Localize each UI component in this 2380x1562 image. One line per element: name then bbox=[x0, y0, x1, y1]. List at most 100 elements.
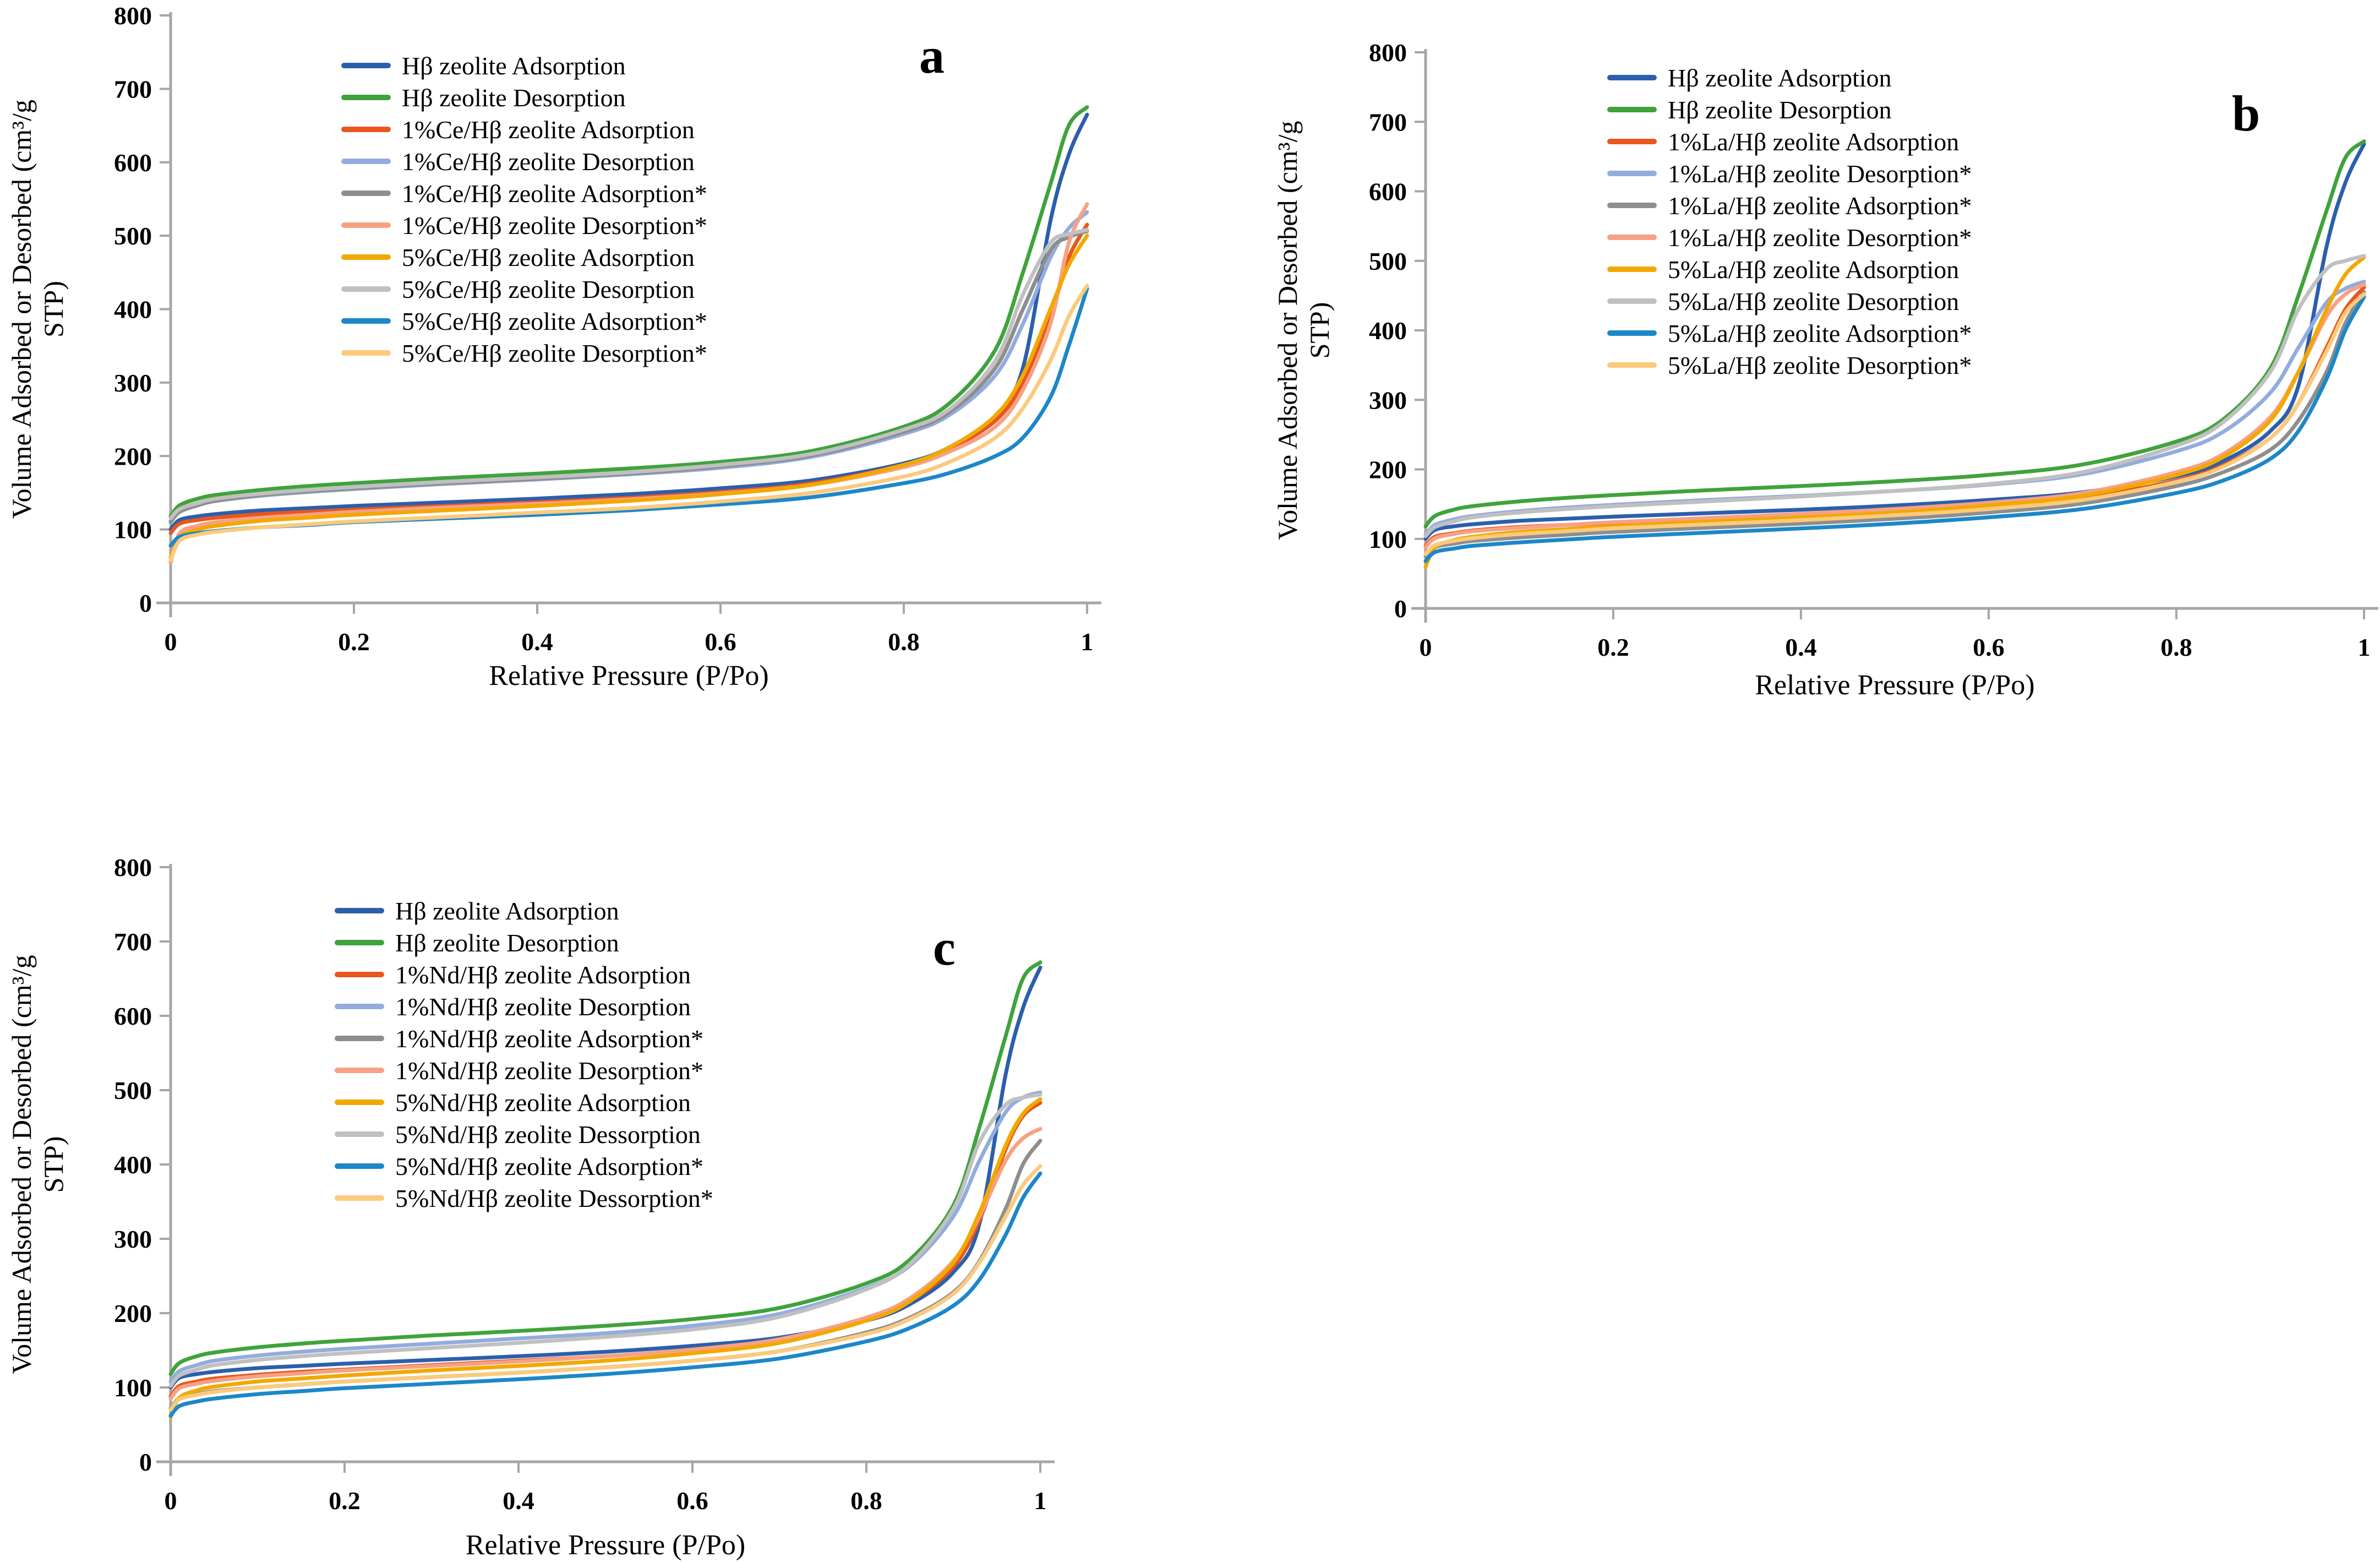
legend-item: 5%Ce/Hβ zeolite Adsorption bbox=[341, 241, 707, 273]
legend-swatch bbox=[341, 286, 391, 292]
legend-label: 1%La/Hβ zeolite Desorption* bbox=[1668, 159, 1972, 188]
y-tick-label: 100 bbox=[114, 1374, 152, 1402]
x-tick-label: 0.6 bbox=[676, 1487, 708, 1515]
legend-item: 1%Nd/Hβ zeolite Adsorption* bbox=[335, 1022, 713, 1054]
x-tick-label: 0.2 bbox=[329, 1487, 361, 1515]
plot-canvas-b: 0 100 200 300 400 500 600 700 800 0 0.2 0.4 0.6 0.8 1 bbox=[1369, 39, 2378, 661]
legend-item: 5%Nd/Hβ zeolite Adsorption bbox=[335, 1086, 713, 1118]
legend-item: Hβ zeolite Adsorption bbox=[1607, 62, 1972, 94]
legend-label: 5%La/Hβ zeolite Desorption* bbox=[1668, 351, 1972, 379]
legend-swatch bbox=[341, 95, 391, 100]
legend-label: Hβ zeolite Adsorption bbox=[395, 896, 619, 925]
legend-item: 1%Nd/Hβ zeolite Adsorption bbox=[335, 959, 713, 990]
legend-label: 5%La/Hβ zeolite Desorption bbox=[1668, 287, 1959, 315]
legend-item: 5%Nd/Hβ zeolite Dessorption bbox=[335, 1118, 713, 1150]
legend-label: 5%La/Hβ zeolite Adsorption* bbox=[1668, 319, 1972, 347]
legend-swatch bbox=[1607, 203, 1657, 208]
legend-label: 1%Nd/Hβ zeolite Desorption bbox=[395, 992, 691, 1021]
legend-item: Hβ zeolite Desorption bbox=[335, 927, 713, 959]
y-tick-label: 600 bbox=[1369, 178, 1407, 206]
y-tick-label: 400 bbox=[114, 1151, 152, 1179]
legend-item: 5%La/Hβ zeolite Desorption bbox=[1607, 285, 1972, 317]
legend-label: 1%La/Hβ zeolite Desorption* bbox=[1668, 223, 1972, 252]
y-axis-title-line1: Volume Adsorbed or Desorbed (cm³/g bbox=[6, 955, 37, 1374]
x-tick-label: 0.2 bbox=[338, 628, 370, 656]
legend-c: Hβ zeolite Adsorption Hβ zeolite Desorpti… bbox=[335, 895, 713, 1214]
x-tick-label: 0 bbox=[1420, 633, 1432, 661]
x-tick-label: 0.8 bbox=[888, 628, 920, 656]
panel-c: 0 100 200 300 400 500 600 700 800 0 0.2 0.4 0.6 0.8 1 … bbox=[0, 851, 1167, 1562]
legend-swatch bbox=[335, 908, 384, 913]
series-line bbox=[168, 105, 1089, 519]
y-tick-label: 700 bbox=[114, 928, 152, 956]
y-axis-title-line2: STP) bbox=[38, 1136, 69, 1193]
legend-label: Hβ zeolite Adsorption bbox=[402, 51, 626, 80]
y-tick-label: 100 bbox=[114, 516, 152, 544]
legend-label: 1%Ce/Hβ zeolite Adsorption* bbox=[402, 179, 707, 208]
legend-item: 1%Ce/Hβ zeolite Desorption* bbox=[341, 209, 707, 241]
legend-label: Hβ zeolite Desorption bbox=[402, 83, 626, 112]
legend-label: 1%Ce/Hβ zeolite Desorption bbox=[402, 147, 695, 176]
panel-label-b: b bbox=[2232, 85, 2261, 141]
legend-swatch bbox=[335, 1100, 384, 1105]
x-tick-label: 1 bbox=[1034, 1487, 1047, 1515]
legend-swatch bbox=[1607, 362, 1657, 368]
legend-item: 1%Ce/Hβ zeolite Desorption bbox=[341, 145, 707, 177]
legend-item: 5%La/Hβ zeolite Adsorption* bbox=[1607, 317, 1972, 349]
x-axis-title-b: Relative Pressure (P/Po) bbox=[1755, 670, 2035, 701]
x-tick-label: 0.4 bbox=[503, 1487, 534, 1515]
series-line bbox=[168, 233, 1089, 559]
x-tick-label: 0 bbox=[165, 628, 177, 656]
legend-label: 5%Nd/Hβ zeolite Adsorption bbox=[395, 1088, 691, 1117]
legend-label: Hβ zeolite Adsorption bbox=[1668, 63, 1892, 92]
x-tick-label: 0 bbox=[165, 1487, 177, 1515]
legend-item: Hβ zeolite Adsorption bbox=[335, 895, 713, 927]
legend-item: Hβ zeolite Desorption bbox=[341, 81, 707, 113]
y-tick-label: 600 bbox=[114, 1002, 152, 1030]
y-axis-title-a: Volume Adsorbed or Desorbed (cm³/g STP) bbox=[6, 15, 69, 603]
y-tick-label: 200 bbox=[114, 1299, 152, 1327]
legend-item: 1%Ce/Hβ zeolite Adsorption* bbox=[341, 177, 707, 209]
legend-swatch bbox=[335, 1163, 384, 1169]
legend-label: 5%La/Hβ zeolite Adsorption bbox=[1668, 255, 1959, 284]
y-tick-label: 800 bbox=[114, 2, 152, 30]
panel-a: 0 100 200 300 400 500 600 700 800 0 0.2 0.4 0.6 0.8 1 … bbox=[0, 0, 1167, 782]
series-line bbox=[168, 112, 1089, 532]
panel-b: 0 100 200 300 400 500 600 700 800 0 0.2 0.4 0.6 0.8 1 … bbox=[1255, 0, 2380, 782]
legend-item: Hβ zeolite Desorption bbox=[1607, 94, 1972, 126]
series-line bbox=[168, 1092, 1042, 1388]
legend-item: 5%Ce/Hβ zeolite Desorption bbox=[341, 273, 707, 305]
legend-item: 5%Ce/Hβ zeolite Desorption* bbox=[341, 337, 707, 369]
legend-swatch bbox=[341, 318, 391, 324]
legend-swatch bbox=[1607, 330, 1657, 336]
legend-swatch bbox=[341, 222, 391, 228]
y-tick-label: 0 bbox=[139, 1448, 152, 1476]
y-tick-label: 800 bbox=[114, 853, 152, 881]
y-tick-label: 300 bbox=[114, 369, 152, 397]
x-tick-label: 0.4 bbox=[521, 628, 553, 656]
legend-label: 5%Nd/Hβ zeolite Dessorption bbox=[395, 1120, 701, 1149]
legend-swatch bbox=[335, 1131, 384, 1137]
legend-swatch bbox=[1607, 171, 1657, 176]
x-tick-label: 1 bbox=[1081, 628, 1094, 656]
legend-label: 5%Ce/Hβ zeolite Desorption* bbox=[402, 339, 707, 367]
x-tick-label: 0.6 bbox=[1973, 633, 2005, 661]
legend-label: 1%Nd/Hβ zeolite Adsorption* bbox=[395, 1024, 703, 1053]
legend-swatch bbox=[341, 254, 391, 260]
y-tick-label: 300 bbox=[1369, 386, 1407, 414]
y-axis-title-b: Volume Adsorbed or Desorbed (cm³/g STP) bbox=[1271, 52, 1335, 608]
series-line bbox=[1423, 254, 2366, 538]
legend-label: 1%Ce/Hβ zeolite Adsorption bbox=[402, 115, 695, 144]
y-tick-label: 100 bbox=[1369, 525, 1407, 553]
legend-label: 5%Nd/Hβ zeolite Adsorption* bbox=[395, 1152, 703, 1180]
legend-swatch bbox=[1607, 107, 1657, 112]
legend-item: 1%Nd/Hβ zeolite Desorption bbox=[335, 990, 713, 1022]
legend-label: 1%La/Hβ zeolite Adsorption bbox=[1668, 127, 1959, 156]
y-axis-title-line2: STP) bbox=[38, 281, 69, 338]
x-tick-label: 0.6 bbox=[705, 628, 736, 656]
series-line bbox=[168, 228, 1089, 521]
legend-swatch bbox=[1607, 298, 1657, 304]
legend-item: 5%Nd/Hβ zeolite Adsorption* bbox=[335, 1150, 713, 1182]
legend-label: Hβ zeolite Desorption bbox=[1668, 95, 1892, 124]
y-tick-label: 800 bbox=[1369, 39, 1407, 67]
